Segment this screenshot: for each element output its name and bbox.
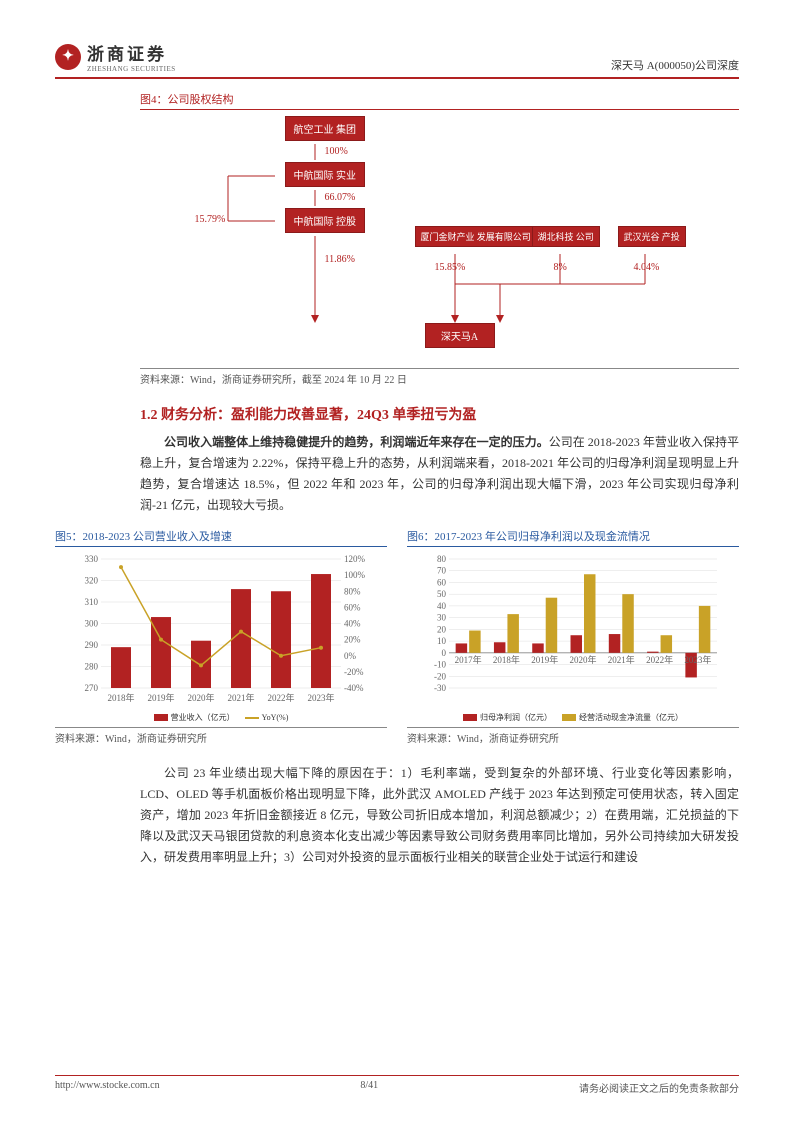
svg-text:2021年: 2021年	[608, 654, 635, 665]
footer-right: 请务必阅读正文之后的免责条款部分	[579, 1080, 739, 1095]
chart-5-title: 图5：2018-2023 公司营业收入及增速	[55, 528, 387, 547]
org-node-target: 深天马A	[425, 323, 495, 348]
svg-text:60%: 60%	[344, 602, 361, 612]
svg-text:320: 320	[85, 576, 99, 586]
svg-text:-20: -20	[434, 671, 446, 681]
chart-5-svg: 270 280 290 300 310 320 330 -40% -20% 0% 20% 40% 60%…	[55, 551, 387, 706]
svg-text:10: 10	[437, 636, 447, 646]
pct-2: 66.07%	[325, 192, 356, 203]
svg-text:2021年: 2021年	[227, 692, 254, 703]
svg-text:2022年: 2022年	[267, 692, 294, 703]
svg-text:2019年: 2019年	[147, 692, 174, 703]
svg-text:330: 330	[85, 554, 99, 564]
pct-3b: 11.86%	[325, 254, 355, 265]
svg-text:-10: -10	[434, 660, 446, 670]
chart-5-legend: 营业收入（亿元） YoY(%)	[55, 712, 387, 723]
logo: ✦ 浙商证券 ZHESHANG SECURITIES	[55, 40, 176, 73]
svg-text:2018年: 2018年	[107, 692, 134, 703]
chart-6-source: 资料来源：Wind，浙商证券研究所	[407, 727, 739, 745]
page-footer: http://www.stocke.com.cn 8/41 请务必阅读正文之后的…	[55, 1075, 739, 1095]
pct-5: 8%	[554, 262, 567, 273]
org-node-5: 湖北科技 公司	[532, 226, 600, 247]
svg-text:2020年: 2020年	[187, 692, 214, 703]
section-para-1: 公司收入端整体上维持稳健提升的趋势，利润端近年来存在一定的压力。公司在 2018…	[140, 432, 739, 516]
svg-text:2020年: 2020年	[569, 654, 596, 665]
svg-text:310: 310	[85, 597, 99, 607]
header-right-text: 深天马 A(000050)公司深度	[611, 57, 739, 73]
pct-1: 100%	[325, 146, 348, 157]
pct-4: 15.85%	[435, 262, 466, 273]
svg-text:270: 270	[85, 683, 99, 693]
svg-text:30: 30	[437, 613, 447, 623]
chart-6: 图6：2017-2023 年公司归母净利润以及现金流情况 -30 -20-10 0 1…	[407, 522, 739, 745]
svg-text:-30: -30	[434, 683, 446, 693]
org-node-3: 中航国际 控股	[285, 208, 366, 233]
pct-6: 4.04%	[634, 262, 660, 273]
svg-text:290: 290	[85, 640, 99, 650]
org-node-6: 武汉光谷 产投	[618, 226, 686, 247]
svg-text:60: 60	[437, 577, 447, 587]
footer-left: http://www.stocke.com.cn	[55, 1080, 160, 1095]
footer-page-number: 8/41	[360, 1080, 378, 1095]
section-para-2: 公司 23 年业绩出现大幅下降的原因在于：1）毛利率端，受到复杂的外部环境、行业…	[140, 763, 739, 868]
svg-text:280: 280	[85, 662, 99, 672]
logo-icon: ✦	[55, 44, 81, 70]
logo-text-en: ZHESHANG SECURITIES	[87, 65, 176, 73]
svg-text:100%: 100%	[344, 570, 366, 580]
svg-text:-40%: -40%	[344, 683, 364, 693]
chart-5: 图5：2018-2023 公司营业收入及增速 270 280 290 300 310 32…	[55, 522, 387, 745]
svg-text:70: 70	[437, 566, 447, 576]
page-header: ✦ 浙商证券 ZHESHANG SECURITIES 深天马 A(000050)…	[55, 40, 739, 79]
org-node-1: 航空工业 集团	[285, 116, 366, 141]
svg-text:20: 20	[437, 624, 447, 634]
svg-text:50: 50	[437, 589, 447, 599]
c5-legend-bar: 营业收入（亿元）	[171, 712, 235, 723]
c6-legend-1: 归母净利润（亿元）	[480, 712, 552, 723]
section-1-2-heading: 1.2 财务分析：盈利能力改善显著，24Q3 单季扭亏为盈	[140, 404, 739, 424]
figure-4-source: 资料来源：Wind，浙商证券研究所，截至 2024 年 10 月 22 日	[140, 368, 739, 386]
svg-text:-20%: -20%	[344, 667, 364, 677]
c6-legend-2: 经营活动现金净流量（亿元）	[579, 712, 683, 723]
svg-text:2022年: 2022年	[646, 654, 673, 665]
org-node-2: 中航国际 实业	[285, 162, 366, 187]
svg-text:40%: 40%	[344, 619, 361, 629]
svg-text:0%: 0%	[344, 651, 357, 661]
org-chart: 航空工业 集团 中航国际 实业 中航国际 控股 厦门金财产业 发展有限公司 湖北…	[180, 114, 700, 364]
logo-text-cn: 浙商证券	[87, 40, 176, 65]
svg-text:2018年: 2018年	[493, 654, 520, 665]
svg-text:40: 40	[437, 601, 447, 611]
chart-6-svg: -30-20-10010203040506070802017年2018年2019…	[407, 551, 739, 706]
figure-4-title: 图4：公司股权结构	[140, 91, 739, 110]
svg-text:0: 0	[442, 648, 447, 658]
pct-3a: 15.79%	[195, 214, 226, 225]
svg-text:80%: 80%	[344, 586, 361, 596]
svg-text:2023年: 2023年	[684, 654, 711, 665]
org-node-4: 厦门金财产业 发展有限公司	[415, 226, 537, 247]
chart-5-source: 资料来源：Wind，浙商证券研究所	[55, 727, 387, 745]
svg-text:2019年: 2019年	[531, 654, 558, 665]
svg-text:20%: 20%	[344, 635, 361, 645]
svg-text:300: 300	[85, 619, 99, 629]
chart-6-legend: 归母净利润（亿元） 经营活动现金净流量（亿元）	[407, 712, 739, 723]
svg-text:2017年: 2017年	[455, 654, 482, 665]
para1-bold: 公司收入端整体上维持稳健提升的趋势，利润端近年来存在一定的压力。	[164, 435, 549, 449]
svg-text:80: 80	[437, 554, 447, 564]
c5-legend-line: YoY(%)	[262, 713, 289, 722]
svg-text:2023年: 2023年	[307, 692, 334, 703]
chart-6-title: 图6：2017-2023 年公司归母净利润以及现金流情况	[407, 528, 739, 547]
svg-text:120%: 120%	[344, 554, 366, 564]
